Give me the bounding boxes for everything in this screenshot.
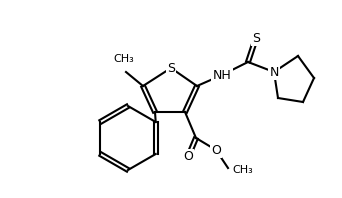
Text: CH₃: CH₃ — [232, 165, 253, 175]
Text: S: S — [167, 62, 175, 74]
Text: O: O — [211, 144, 221, 156]
Text: NH: NH — [213, 69, 232, 82]
Text: N: N — [269, 66, 279, 78]
Text: O: O — [183, 150, 193, 164]
Text: CH₃: CH₃ — [114, 54, 134, 64]
Text: S: S — [252, 31, 260, 45]
